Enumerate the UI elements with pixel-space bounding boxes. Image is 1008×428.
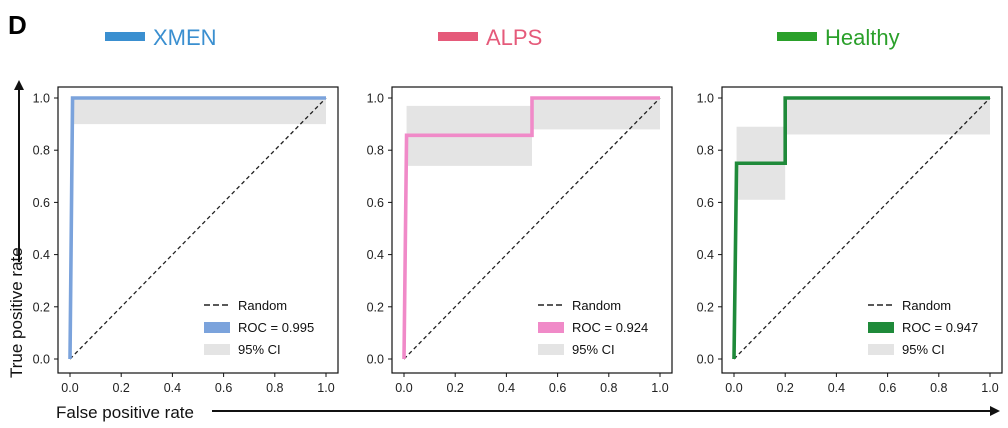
y-tick-label: 0.8 [367, 144, 384, 158]
ci-band [72, 98, 326, 125]
roc-curve [732, 96, 990, 360]
roc-panels: 0.0 0.2 0.4 0.6 0.8 1.0 0.0 0.2 0.4 0.6 0.8 1.0 Rand… [33, 86, 1003, 395]
y-tick-label: 0.0 [33, 353, 50, 367]
x-tick-label: 0.0 [725, 381, 742, 395]
x-tick-label: 0.0 [395, 381, 412, 395]
y-tick-label: 0.8 [697, 144, 714, 158]
x-tick-label: 0.8 [930, 381, 947, 395]
x-tick-label: 0.2 [447, 381, 464, 395]
y-tick-label: 0.6 [697, 196, 714, 210]
x-tick-label: 1.0 [317, 381, 334, 395]
legend-label-xmen: XMEN [153, 25, 217, 50]
roc-panel-healthy: 0.0 0.2 0.4 0.6 0.8 1.0 0.0 0.2 0.4 0.6 0.8 1.0 Rand… [697, 86, 1003, 395]
legend-roc-swatch [538, 322, 564, 333]
y-tick-label: 0.6 [33, 196, 50, 210]
legend-roc-label: ROC = 0.924 [572, 320, 648, 335]
x-tick-label: 0.0 [61, 381, 78, 395]
y-tick-label: 0.2 [33, 300, 50, 314]
x-tick-label: 0.4 [828, 381, 845, 395]
y-tick-label: 0.4 [33, 248, 50, 262]
y-tick-label: 1.0 [367, 92, 384, 106]
legend-roc-label: ROC = 0.995 [238, 320, 314, 335]
random-line [69, 97, 327, 360]
legend-ci-label: 95% CI [902, 342, 945, 357]
legend-swatch-xmen [105, 32, 145, 41]
y-tick-label: 0.0 [697, 353, 714, 367]
x-tick-label: 0.4 [498, 381, 515, 395]
plot-frame [57, 86, 339, 374]
y-tick-label: 0.2 [697, 300, 714, 314]
y-tick-label: 1.0 [697, 92, 714, 106]
y-axis-title: True positive rate [7, 247, 26, 378]
ci-band [406, 98, 660, 166]
legend-ci-label: 95% CI [572, 342, 615, 357]
y-tick-label: 0.4 [367, 248, 384, 262]
legend-roc-swatch [868, 322, 894, 333]
y-tick-label: 0.4 [697, 248, 714, 262]
top-legend: XMEN ALPS Healthy [105, 25, 900, 50]
x-tick-label: 0.2 [113, 381, 130, 395]
plot-frame [721, 86, 1003, 374]
x-axis-title: False positive rate [56, 403, 194, 422]
y-tick-label: 1.0 [33, 92, 50, 106]
legend-swatch-alps [438, 32, 478, 41]
legend-label-healthy: Healthy [825, 25, 900, 50]
random-line [733, 97, 991, 360]
legend-ci-swatch [868, 344, 894, 355]
x-tick-label: 0.6 [549, 381, 566, 395]
legend-random-label: Random [238, 298, 287, 313]
legend-random-label: Random [902, 298, 951, 313]
x-tick-label: 0.4 [164, 381, 181, 395]
random-line [403, 97, 661, 360]
legend-roc-swatch [204, 322, 230, 333]
y-tick-label: 0.2 [367, 300, 384, 314]
x-tick-label: 0.8 [600, 381, 617, 395]
x-tick-label: 0.6 [879, 381, 896, 395]
x-tick-label: 0.6 [215, 381, 232, 395]
legend-swatch-healthy [777, 32, 817, 41]
legend-ci-swatch [538, 344, 564, 355]
y-tick-label: 0.8 [33, 144, 50, 158]
roc-curve [68, 96, 326, 360]
legend-ci-label: 95% CI [238, 342, 281, 357]
legend-label-alps: ALPS [486, 25, 542, 50]
legend-ci-swatch [204, 344, 230, 355]
y-tick-label: 0.6 [367, 196, 384, 210]
x-tick-label: 0.2 [777, 381, 794, 395]
x-tick-label: 0.8 [266, 381, 283, 395]
ci-band [736, 98, 990, 200]
legend-roc-label: ROC = 0.947 [902, 320, 978, 335]
roc-curve [402, 96, 660, 360]
x-tick-label: 1.0 [651, 381, 668, 395]
roc-panel-xmen: 0.0 0.2 0.4 0.6 0.8 1.0 0.0 0.2 0.4 0.6 0.8 1.0 Rand… [33, 86, 339, 395]
plot-frame [391, 86, 673, 374]
roc-panel-alps: 0.0 0.2 0.4 0.6 0.8 1.0 0.0 0.2 0.4 0.6 0.8 1.0 Rand… [367, 86, 673, 395]
x-tick-label: 1.0 [981, 381, 998, 395]
legend-random-label: Random [572, 298, 621, 313]
panel-label: D [8, 10, 27, 40]
y-tick-label: 0.0 [367, 353, 384, 367]
